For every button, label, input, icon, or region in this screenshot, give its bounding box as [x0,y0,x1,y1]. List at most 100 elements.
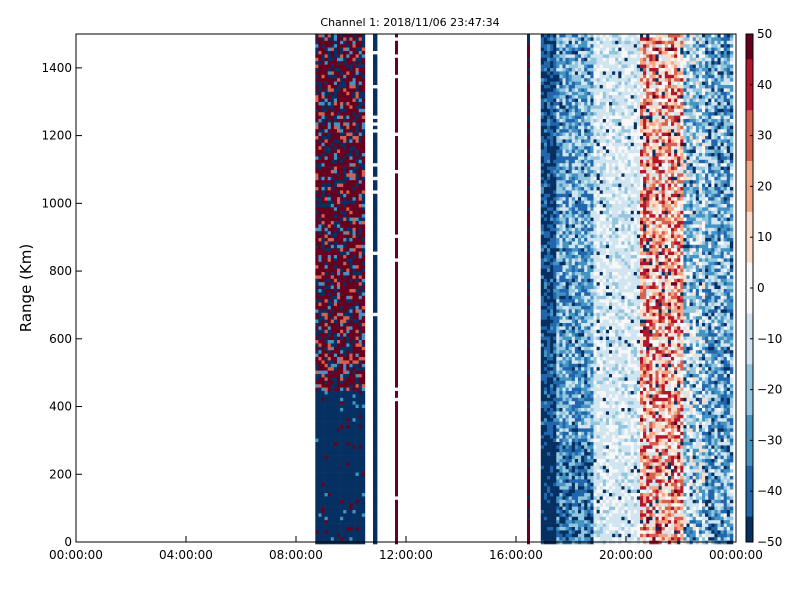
colorbar-tick-label: 40 [757,78,772,92]
colorbar-segment [746,460,753,467]
colorbar-segment [746,120,753,126]
colorbar-segment [746,394,753,401]
colorbar-segment [746,59,753,65]
colorbar-segment [746,430,753,436]
x-tick-label: 20:00:00 [599,548,653,562]
colorbar-segment [746,354,753,360]
colorbar-segment [746,267,753,274]
colorbar-segment [746,272,753,279]
colorbar-segment [746,506,753,512]
colorbar-segment [746,115,753,121]
colorbar-segment [746,79,753,86]
colorbar-segment [746,318,753,324]
colorbar-segment [746,49,753,55]
colorbar-tick-label: 50 [757,27,772,41]
colorbar-segment [746,450,753,457]
x-tick-label: 00:00:00 [49,548,103,562]
colorbar-segment [746,105,753,111]
colorbar-segment [746,54,753,60]
colorbar-segment [746,333,753,340]
colorbar-segment [746,232,753,238]
colorbar-segment [746,521,753,528]
colorbar-tick-label: −20 [757,383,782,397]
y-tick-label: 1400 [41,61,72,75]
colorbar-segment [746,445,753,451]
colorbar-segment [746,135,753,142]
x-tick-label: 12:00:00 [379,548,433,562]
colorbar-segment [746,425,753,431]
colorbar-segment [746,303,753,309]
x-tick-label: 04:00:00 [159,548,213,562]
colorbar-segment [746,94,753,101]
colorbar-segment [746,221,753,228]
colorbar-segment [746,130,753,136]
colorbar-segment [746,39,753,45]
colorbar-segment [746,257,753,263]
colorbar: 50 40 30 20 10 0 −10 −20 −30 −40 −50 [745,27,782,549]
chart-title: Channel 1: 2018/11/06 23:47:34 [320,16,499,29]
colorbar-segment [746,308,753,314]
colorbar-segment [746,298,753,304]
colorbar-segment [746,435,753,441]
colorbar-segment [746,536,753,543]
colorbar-segment [746,328,753,335]
colorbar-segment [746,84,753,91]
colorbar-segment [746,44,753,50]
x-axis: 00:00:00 04:00:00 08:00:00 12:00:00 16:00:00… [49,536,763,562]
y-tick-label: 1000 [41,196,72,210]
colorbar-segment [746,470,753,477]
colorbar-segment [746,389,753,396]
colorbar-segment [746,166,753,172]
colorbar-segment [746,211,753,218]
colorbar-tick-label: 20 [757,179,772,193]
y-axis-label: Range (Km) [17,244,35,332]
colorbar-segment [746,69,753,76]
colorbar-tick-label: −30 [757,433,782,447]
colorbar-tick-label: −40 [757,484,782,498]
colorbar-segment [746,242,753,248]
colorbar-tick-label: 30 [757,129,772,143]
colorbar-segment [746,227,753,233]
colorbar-tick-label: −10 [757,332,782,346]
colorbar-segment [746,186,753,192]
colorbar-segment [746,501,753,507]
colorbar-segment [746,145,753,152]
colorbar-segment [746,34,753,40]
colorbar-segment [746,206,753,213]
colorbar-segment [746,486,753,492]
colorbar-segment [746,237,753,243]
colorbar-segment [746,348,753,355]
colorbar-segment [746,288,753,294]
colorbar-segment [746,338,753,345]
colorbar-segment [746,150,753,157]
colorbar-segment [746,531,753,538]
colorbar-segment [746,359,753,365]
colorbar-segment [746,176,753,182]
colorbar-segment [746,369,753,375]
x-tick-label: 08:00:00 [269,548,323,562]
colorbar-segment [746,491,753,497]
colorbar-segment [746,277,753,284]
colorbar-segment [746,516,753,523]
colorbar-segment [746,110,753,116]
colorbar-segment [746,415,753,421]
colorbar-segment [746,247,753,253]
colorbar-segment [746,171,753,177]
colorbar-segment [746,282,753,289]
colorbar-segment [746,216,753,223]
colorbar-segment [746,89,753,96]
colorbar-segment [746,420,753,426]
colorbar-segment [746,455,753,462]
colorbar-segment [746,409,753,416]
colorbar-segment [746,64,753,70]
y-tick-label: 600 [49,332,72,346]
colorbar-segment [746,343,753,350]
colorbar-segment [746,496,753,502]
y-tick-label: 400 [49,400,72,414]
x-tick-label: 00:00:00 [709,548,763,562]
colorbar-segment [746,364,753,370]
colorbar-segment [746,201,753,208]
colorbar-segment [746,399,753,406]
colorbar-segment [746,293,753,299]
